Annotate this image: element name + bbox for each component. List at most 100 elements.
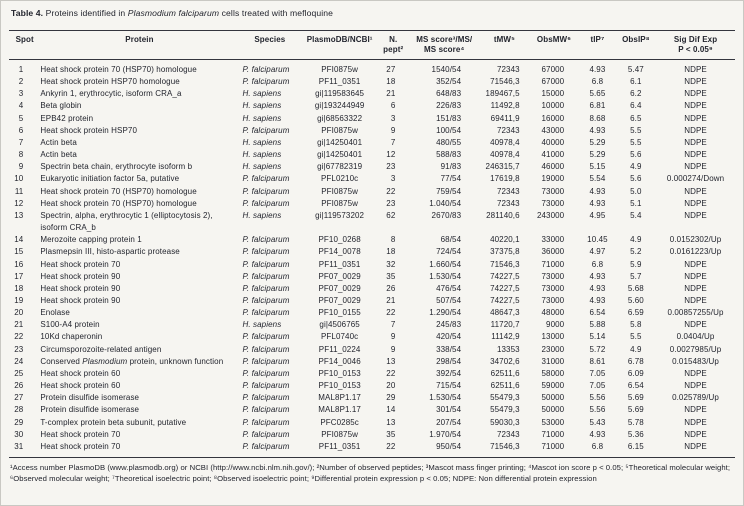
cell-sig: NDPE bbox=[684, 113, 707, 123]
cell-tmw: 281140,6 bbox=[486, 210, 520, 220]
cell-protein: 10Kd chaperonin bbox=[40, 332, 103, 342]
cell-npept: 7 bbox=[390, 137, 396, 147]
cell-sig: 0.025789/Up bbox=[672, 393, 719, 403]
table-row: 8 Actin beta H. sapiens gi|14250401 12 588/83… bbox=[9, 149, 735, 161]
cell-species: H. sapiens bbox=[242, 320, 282, 330]
cell-ms: 91/83 bbox=[440, 162, 462, 172]
cell-ms: 392/54 bbox=[436, 368, 462, 378]
cell-tmw: 74227,5 bbox=[490, 271, 520, 281]
cell-db: PFI0875w bbox=[321, 186, 359, 196]
table-row: 14 Merozoite capping protein 1 P. falcipar… bbox=[9, 234, 735, 246]
cell-obsmw: 43000 bbox=[541, 125, 565, 135]
cell-tmw: 74227,5 bbox=[490, 283, 520, 293]
cell-obsip: 5.7 bbox=[630, 271, 642, 281]
cell-tmw: 11142,9 bbox=[491, 332, 520, 342]
cell-db: PF11_0224 bbox=[318, 344, 361, 354]
cell-obsmw: 53000 bbox=[541, 417, 565, 427]
cell-obsmw: 13000 bbox=[541, 332, 565, 342]
table-row: 15 Plasmepsin III, histo-aspartic proteas… bbox=[9, 246, 735, 258]
cell-ms: 207/54 bbox=[436, 417, 462, 427]
cell-obsmw: 243000 bbox=[536, 210, 565, 220]
cell-ms: 68/54 bbox=[440, 235, 462, 245]
cell-species: H. sapiens bbox=[242, 150, 282, 160]
cell-db: PFC0285c bbox=[320, 417, 359, 427]
cell-sig: NDPE bbox=[684, 295, 707, 305]
cell-tmw: 17619,8 bbox=[490, 174, 520, 184]
cell-tip: 5.65 bbox=[589, 89, 606, 99]
cell-spot: 27 bbox=[14, 393, 24, 403]
cell-obsmw: 23000 bbox=[541, 344, 565, 354]
cell-obsip: 4.9 bbox=[630, 344, 642, 354]
cell-sig: 0.000274/Down bbox=[666, 174, 725, 184]
cell-tip: 5.54 bbox=[589, 174, 606, 184]
cell-protein: Spectrin, alpha, erythrocytic 1 (ellipto… bbox=[40, 210, 213, 233]
cell-tmw: 62511,6 bbox=[490, 368, 520, 378]
cell-obsip: 6.09 bbox=[627, 368, 644, 378]
cell-tip: 4.97 bbox=[589, 247, 606, 257]
table-row: 24 Conserved Plasmodium protein, unknown … bbox=[9, 356, 735, 368]
cell-protein: Beta globin bbox=[40, 101, 82, 111]
cell-protein: Heat shock protein HSP70 homologue bbox=[40, 77, 180, 87]
cell-tip: 7.05 bbox=[589, 368, 606, 378]
table-row: 18 Heat shock protein 90 P. falciparum PF07… bbox=[9, 283, 735, 295]
table-title-tail: cells treated with mefloquine bbox=[219, 8, 333, 18]
table-row: 27 Protein disulfide isomerase P. falcipar… bbox=[9, 392, 735, 404]
cell-obsmw: 10000 bbox=[541, 101, 565, 111]
cell-npept: 26 bbox=[386, 283, 396, 293]
cell-ms: 759/54 bbox=[436, 186, 462, 196]
table-row: 29 T-complex protein beta subunit, putati… bbox=[9, 417, 735, 429]
cell-npept: 23 bbox=[386, 162, 396, 172]
cell-protein: Heat shock protein 60 bbox=[40, 368, 121, 378]
cell-obsip: 6.4 bbox=[630, 101, 642, 111]
cell-obsip: 6.2 bbox=[630, 89, 642, 99]
cell-npept: 13 bbox=[386, 356, 396, 366]
cell-npept: 35 bbox=[386, 429, 396, 439]
cell-sig: 0.0027985/Up bbox=[669, 344, 722, 354]
cell-tip: 4.93 bbox=[589, 295, 606, 305]
table-row: 10 Eukaryotic initiation factor 5a, putat… bbox=[9, 173, 735, 185]
cell-obsip: 5.47 bbox=[627, 65, 644, 74]
cell-species: P. falciparum bbox=[242, 429, 290, 439]
cell-tmw: 55479,3 bbox=[490, 393, 520, 403]
cell-obsip: 5.1 bbox=[630, 198, 642, 208]
cell-species: P. falciparum bbox=[242, 271, 290, 281]
cell-sig: NDPE bbox=[684, 150, 707, 160]
cell-npept: 62 bbox=[386, 210, 396, 220]
cell-spot: 11 bbox=[14, 186, 24, 196]
cell-species: P. falciparum bbox=[242, 247, 290, 257]
cell-spot: 9 bbox=[18, 162, 24, 172]
cell-species: P. falciparum bbox=[242, 356, 290, 366]
cell-sig: NDPE bbox=[684, 65, 707, 74]
table-row: 20 Enolase P. falciparum PF10_0155 22 1.290/5… bbox=[9, 307, 735, 319]
cell-tmw: 72343 bbox=[496, 429, 520, 439]
cell-protein: S100-A4 protein bbox=[40, 320, 100, 330]
cell-sig: NDPE bbox=[684, 259, 707, 269]
cell-protein: Heat shock protein HSP70 bbox=[40, 125, 138, 135]
cell-ms: 1.530/54 bbox=[429, 271, 462, 281]
cell-protein: Protein disulfide isomerase bbox=[40, 393, 140, 403]
cell-spot: 28 bbox=[14, 405, 24, 415]
cell-ms: 298/54 bbox=[436, 356, 462, 366]
cell-species: P. falciparum bbox=[242, 381, 290, 391]
cell-sig: NDPE bbox=[684, 320, 707, 330]
cell-tmw: 11492,8 bbox=[490, 101, 520, 111]
cell-obsip: 5.6 bbox=[630, 150, 642, 160]
cell-sig: NDPE bbox=[684, 271, 707, 281]
cell-tmw: 72343 bbox=[496, 186, 520, 196]
cell-species: P. falciparum bbox=[242, 174, 290, 184]
cell-spot: 18 bbox=[14, 283, 24, 293]
col-header-tip: tIP⁷ bbox=[590, 35, 605, 44]
cell-ms: 724/54 bbox=[436, 247, 462, 257]
cell-species: H. sapiens bbox=[242, 137, 282, 147]
table-row: 6 Heat shock protein HSP70 P. falciparum PF… bbox=[9, 125, 735, 137]
cell-db: PFL0210c bbox=[320, 174, 359, 184]
cell-ms: 1.040/54 bbox=[429, 198, 462, 208]
cell-protein: Heat shock protein 60 bbox=[40, 381, 121, 391]
table-title: Table 4. Proteins identified in Plasmodi… bbox=[9, 6, 735, 30]
cell-tip: 10.45 bbox=[587, 235, 608, 245]
cell-tip: 4.93 bbox=[589, 271, 606, 281]
col-header-obsip: ObsIP⁸ bbox=[622, 35, 650, 44]
cell-tip: 5.29 bbox=[589, 137, 606, 147]
cell-obsip: 5.69 bbox=[627, 393, 644, 403]
table-footnote: ¹Access number PlasmoDB (www.plasmodb.or… bbox=[10, 463, 731, 483]
